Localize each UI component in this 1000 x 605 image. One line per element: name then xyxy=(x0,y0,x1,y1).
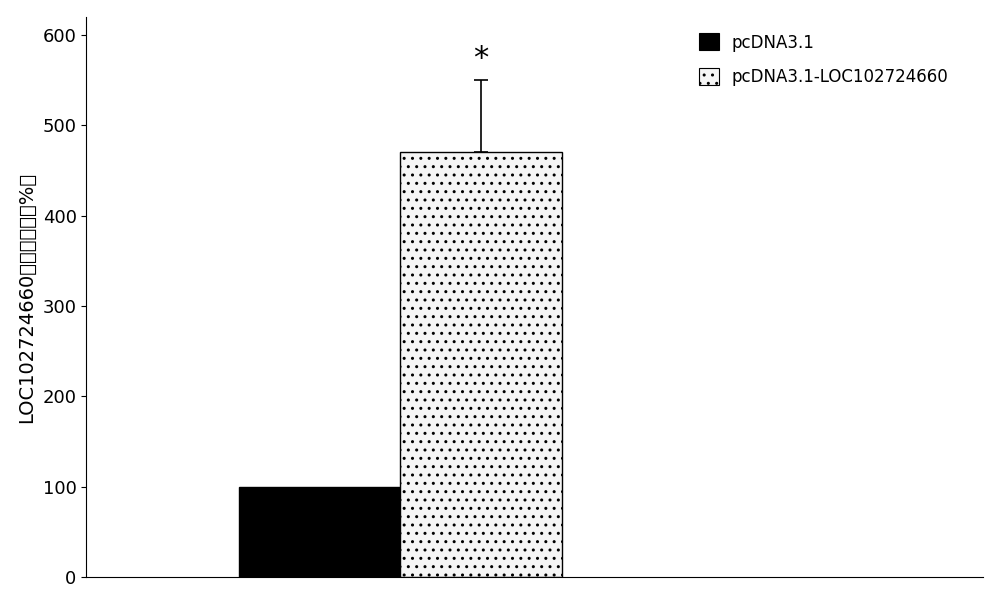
Bar xyxy=(239,487,400,577)
Y-axis label: LOC102724660相对表达量（%）: LOC102724660相对表达量（%） xyxy=(17,171,36,422)
Bar xyxy=(400,152,562,577)
Text: *: * xyxy=(473,44,489,73)
Legend: pcDNA3.1, pcDNA3.1-LOC102724660: pcDNA3.1, pcDNA3.1-LOC102724660 xyxy=(690,25,957,94)
